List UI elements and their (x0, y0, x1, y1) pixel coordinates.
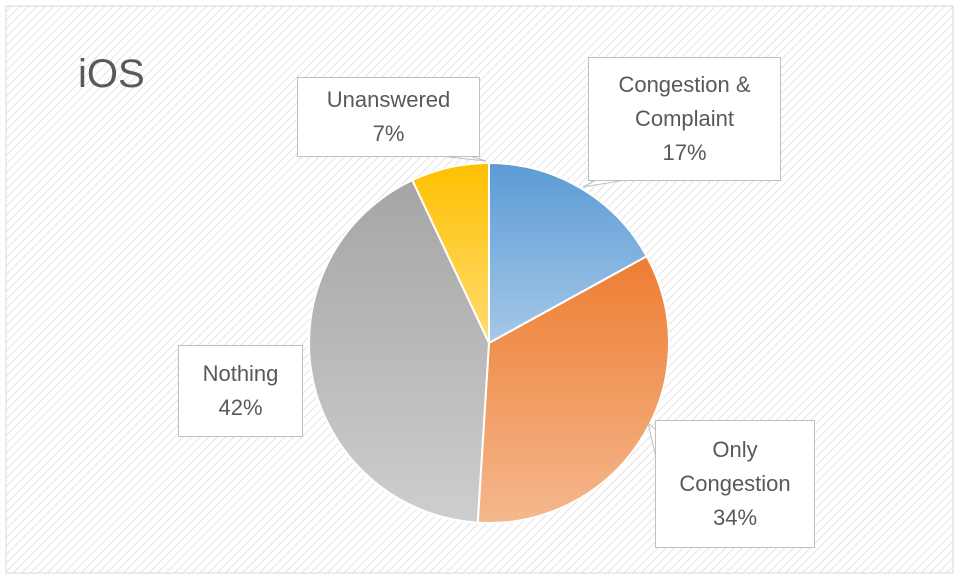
value-label: 7% (372, 121, 405, 146)
chart-title: iOS (78, 52, 145, 96)
data-label: Congestion & Complaint 17% (588, 57, 781, 181)
category-label: Only Congestion (679, 437, 791, 496)
value-label: 42% (218, 395, 263, 420)
category-label: Congestion & Complaint (618, 72, 751, 131)
pie-slice (411, 161, 490, 344)
pie-slice (488, 161, 649, 345)
category-label: Nothing (202, 361, 279, 386)
pie-slice (308, 178, 491, 524)
data-label: Unanswered 7% (297, 77, 480, 157)
data-label: Nothing 42% (178, 345, 303, 437)
data-label: Only Congestion 34% (655, 420, 815, 548)
category-label: Unanswered (326, 87, 451, 112)
pie-slice (476, 254, 670, 524)
value-label: 17% (662, 140, 707, 165)
value-label: 34% (712, 505, 758, 530)
